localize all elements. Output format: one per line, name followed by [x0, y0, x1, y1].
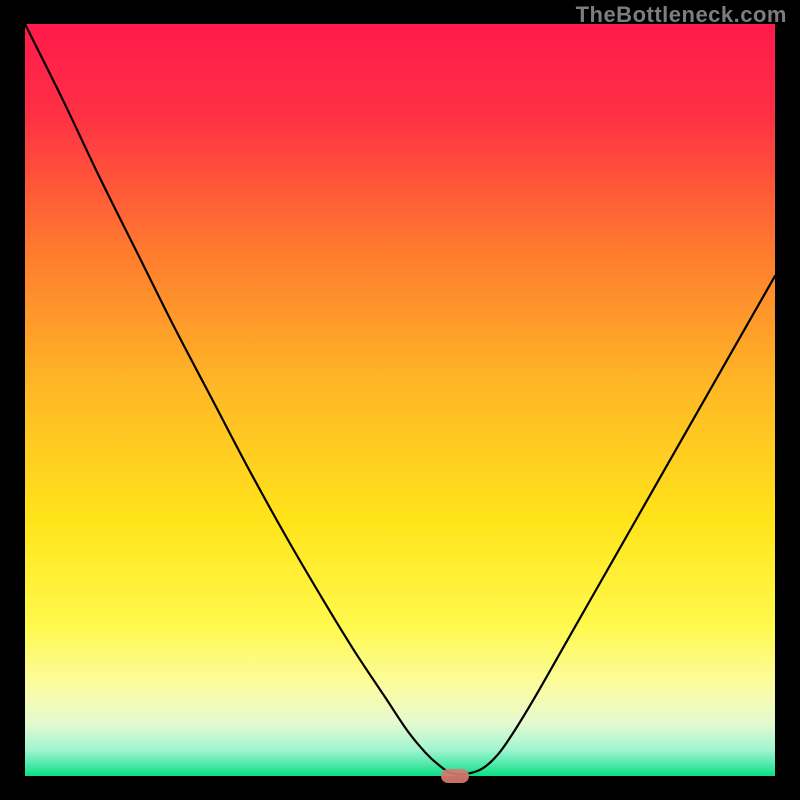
- gradient-background: [25, 24, 775, 776]
- minimum-marker: [441, 769, 469, 783]
- plot-svg: [25, 24, 775, 776]
- chart-container: TheBottleneck.com: [0, 0, 800, 800]
- minimum-marker-shape: [441, 769, 469, 783]
- plot-area: [25, 24, 775, 776]
